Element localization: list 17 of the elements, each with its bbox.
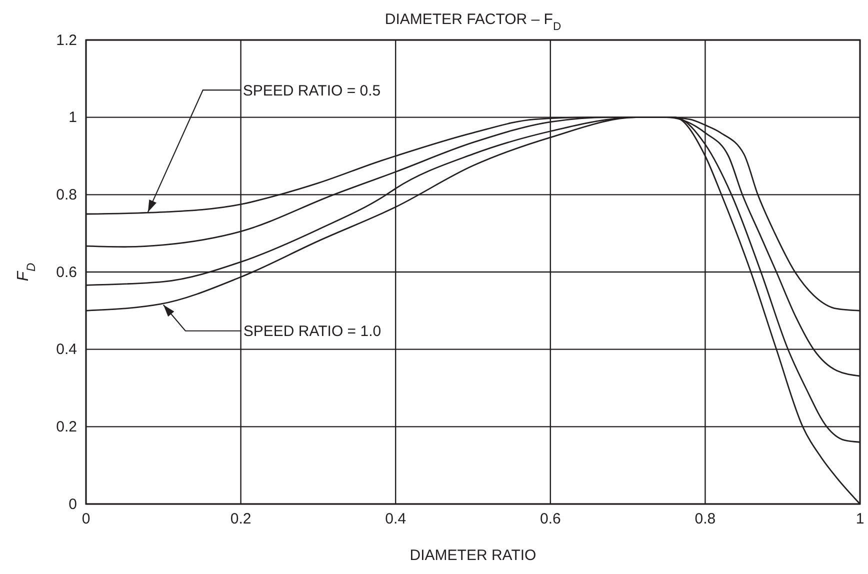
x-tick-label: 0 [82, 510, 90, 528]
x-axis-title: DIAMETER RATIO [410, 547, 536, 564]
x-tick-label: 0.8 [694, 510, 716, 528]
x-tick-label: 0.2 [230, 510, 252, 528]
y-tick-label: 0.8 [56, 186, 77, 204]
chart-title: DIAMETER FACTOR – F$_{D}$ [384, 11, 562, 33]
y-tick-label: 0 [68, 496, 77, 513]
y-tick-label: 0.6 [56, 264, 77, 281]
y-tick-label: 0.2 [56, 418, 77, 436]
x-tick-label: 1 [856, 510, 864, 528]
y-tick-label: 0.4 [56, 341, 77, 358]
x-tick-label: 0.4 [385, 510, 406, 528]
annotation: SPEED RATIO = 1.0 [243, 323, 382, 340]
annotation: SPEED RATIO = 0.5 [242, 82, 381, 100]
y-tick-label: 1 [68, 109, 77, 126]
x-tick-label: 0.6 [540, 510, 561, 528]
y-tick-label: 1.2 [56, 32, 77, 49]
